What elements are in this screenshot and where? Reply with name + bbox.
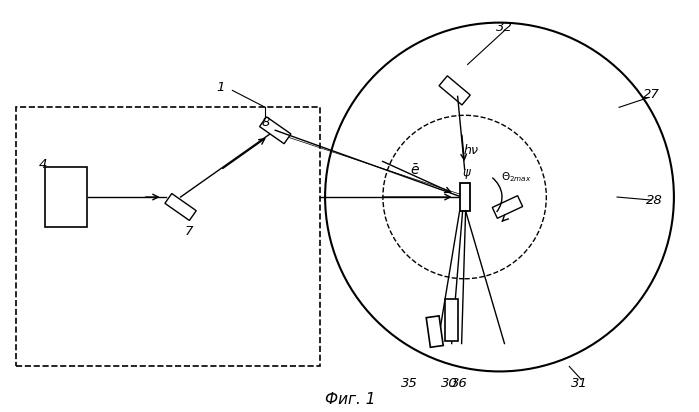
Text: 30: 30 bbox=[441, 377, 458, 390]
Text: 32: 32 bbox=[496, 21, 513, 34]
Text: $\psi$: $\psi$ bbox=[461, 167, 472, 181]
Polygon shape bbox=[426, 316, 443, 347]
Polygon shape bbox=[492, 196, 523, 218]
Text: 27: 27 bbox=[642, 88, 659, 101]
Text: $h\nu$: $h\nu$ bbox=[463, 143, 480, 157]
Text: 8: 8 bbox=[261, 116, 270, 129]
Text: 7: 7 bbox=[185, 225, 193, 239]
Polygon shape bbox=[439, 76, 470, 105]
Polygon shape bbox=[165, 194, 196, 220]
Text: Фиг. 1: Фиг. 1 bbox=[325, 392, 375, 407]
Polygon shape bbox=[460, 183, 470, 211]
Text: $\bar{e}$: $\bar{e}$ bbox=[410, 163, 419, 178]
Text: 35: 35 bbox=[401, 377, 418, 390]
Text: 31: 31 bbox=[571, 377, 588, 390]
Polygon shape bbox=[445, 299, 458, 341]
Text: 4: 4 bbox=[39, 158, 48, 171]
Text: $\Theta_{2max}$: $\Theta_{2max}$ bbox=[501, 170, 532, 184]
Polygon shape bbox=[45, 167, 87, 227]
Text: 28: 28 bbox=[646, 194, 663, 206]
Text: 1: 1 bbox=[216, 81, 224, 94]
Text: 36: 36 bbox=[452, 377, 468, 390]
Polygon shape bbox=[259, 117, 291, 144]
